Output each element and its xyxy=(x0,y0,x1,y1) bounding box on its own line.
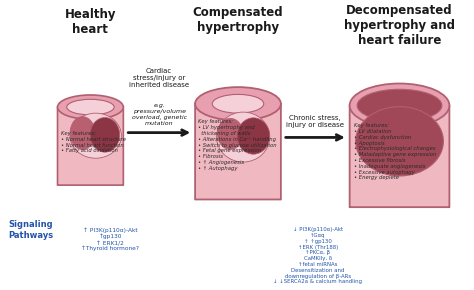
Text: Signaling
Pathways: Signaling Pathways xyxy=(9,220,54,240)
FancyBboxPatch shape xyxy=(195,104,281,200)
Ellipse shape xyxy=(70,117,95,150)
Ellipse shape xyxy=(218,118,243,150)
FancyBboxPatch shape xyxy=(350,106,449,207)
Ellipse shape xyxy=(212,95,264,113)
Ellipse shape xyxy=(90,117,120,152)
Text: Healthy
heart: Healthy heart xyxy=(64,8,116,37)
Text: Decompensated
hypertrophy and
heart failure: Decompensated hypertrophy and heart fail… xyxy=(344,3,455,47)
Text: Compensated
hypertrophy: Compensated hypertrophy xyxy=(193,6,283,34)
Ellipse shape xyxy=(356,107,443,176)
Text: Key features:
• Normal heart structure
• Normal heart function
• Fatty acid oxid: Key features: • Normal heart structure •… xyxy=(61,131,126,153)
Text: Chronic stress,
injury or disease: Chronic stress, injury or disease xyxy=(286,115,344,128)
Text: ↑ PI3K(p110α)-Akt
↑gp130
↑ ERK1/2
↑Thyroid hormone?: ↑ PI3K(p110α)-Akt ↑gp130 ↑ ERK1/2 ↑Thyro… xyxy=(82,228,139,251)
Ellipse shape xyxy=(70,113,121,158)
Ellipse shape xyxy=(350,84,449,127)
Ellipse shape xyxy=(57,95,123,119)
Text: Key features:
• LV dilatation
• Cardiac dysfunction
• Apoptosis
• Electrophysiol: Key features: • LV dilatation • Cardiac … xyxy=(354,123,436,180)
FancyBboxPatch shape xyxy=(57,107,123,185)
Text: Cardiac
stress/injury or
inherited disease: Cardiac stress/injury or inherited disea… xyxy=(129,68,189,88)
Text: e.g.
pressure/volume
overload, genetic
mutation: e.g. pressure/volume overload, genetic m… xyxy=(132,103,187,126)
Text: ↓ PI3K(p110α)-Akt
↑Gαq
↑ ↑gp130
↑ERK (Thr188)
↑PKCα, β
CaMKIIγ, δ
↑fetal miRNAs
: ↓ PI3K(p110α)-Akt ↑Gαq ↑ ↑gp130 ↑ERK (Th… xyxy=(273,227,362,284)
Ellipse shape xyxy=(67,99,114,115)
Text: Key features:
• LV hypertrophy and
  thickening of walls
• Alterations in Ca²⁺ h: Key features: • LV hypertrophy and thick… xyxy=(198,119,277,171)
Ellipse shape xyxy=(195,87,281,120)
Ellipse shape xyxy=(357,89,442,122)
Ellipse shape xyxy=(237,118,270,154)
Ellipse shape xyxy=(217,112,270,162)
